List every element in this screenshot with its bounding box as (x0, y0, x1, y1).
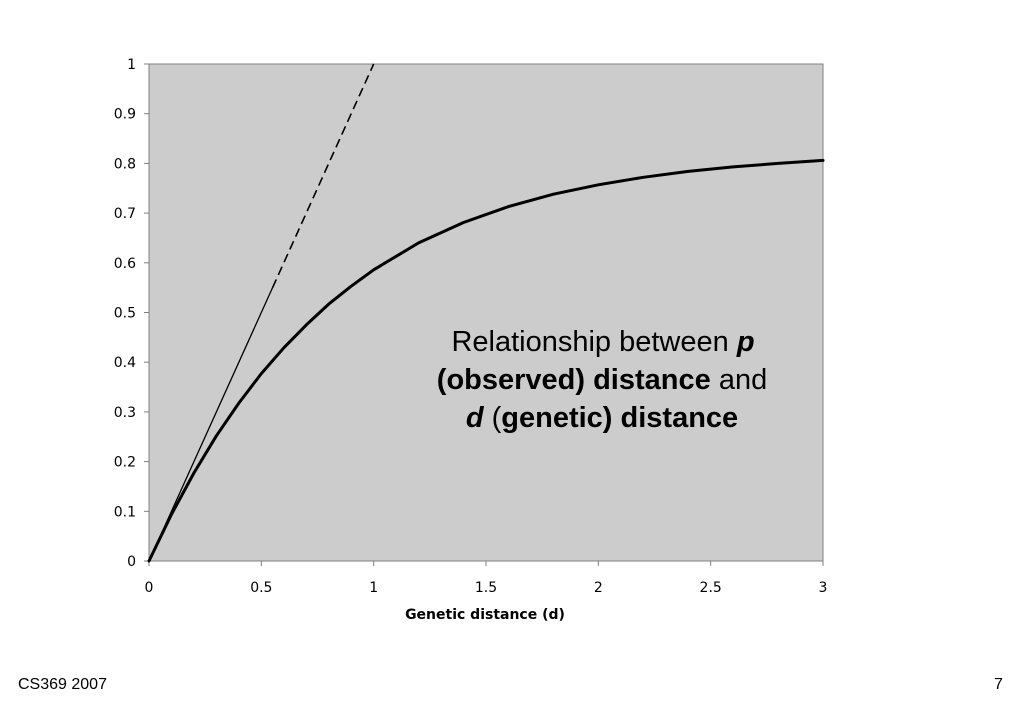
x-tick-label: 1.5 (475, 580, 497, 596)
annotation-paren: ( (484, 402, 502, 434)
footer-course-label: CS369 2007 (18, 676, 107, 693)
y-tick-label: 1 (127, 57, 136, 73)
x-tick-label: 3 (819, 580, 828, 596)
series-layer (147, 63, 825, 563)
svg-text:Relationship between p: Relationship between p (451, 326, 754, 358)
x-tick-label: 2 (594, 580, 603, 596)
x-tick-label: 2.5 (700, 580, 722, 596)
y-tick-label: 0.2 (114, 455, 136, 471)
y-tick-label: 0.3 (114, 405, 136, 421)
annotation: Relationship between p (observed) distan… (437, 326, 767, 434)
y-tick-label: 0.7 (114, 206, 136, 222)
y-tick-label: 0.8 (114, 156, 136, 172)
annotation-p-symbol: p (736, 326, 755, 358)
y-tick-label: 0.5 (114, 306, 136, 322)
y-tick-label: 0.4 (114, 355, 136, 371)
annotation-genetic-distance: genetic) distance (501, 402, 738, 434)
x-tick-label: 1 (369, 580, 378, 596)
y-axis: 0 0.1 0.2 0.3 0.4 0.5 0.6 0.7 0.8 0.9 1 (114, 57, 149, 570)
reference-line-dashed (271, 63, 375, 288)
svg-text:(observed) distance and: (observed) distance and (437, 364, 767, 396)
plot-area (148, 63, 824, 562)
x-tick-label: 0 (145, 580, 154, 596)
y-tick-label: 0 (127, 554, 136, 570)
annotation-observed-distance: (observed) distance (437, 364, 711, 396)
y-tick-label: 0.1 (114, 504, 136, 520)
x-tick-label: 0.5 (250, 580, 272, 596)
page-number: 7 (994, 676, 1003, 693)
x-axis-label: Genetic distance (d) (405, 607, 565, 623)
svg-text:d (genetic) distance: d (genetic) distance (466, 402, 738, 434)
y-tick-label: 0.6 (114, 256, 136, 272)
p-distance-curve (147, 158, 825, 563)
annotation-and: and (711, 364, 767, 396)
y-tick-label: 0.9 (114, 107, 136, 123)
x-axis: 0 0.5 1 1.5 2 2.5 3 (145, 561, 828, 596)
annotation-line1-text: Relationship between (451, 326, 736, 358)
annotation-d-symbol: d (466, 402, 485, 434)
